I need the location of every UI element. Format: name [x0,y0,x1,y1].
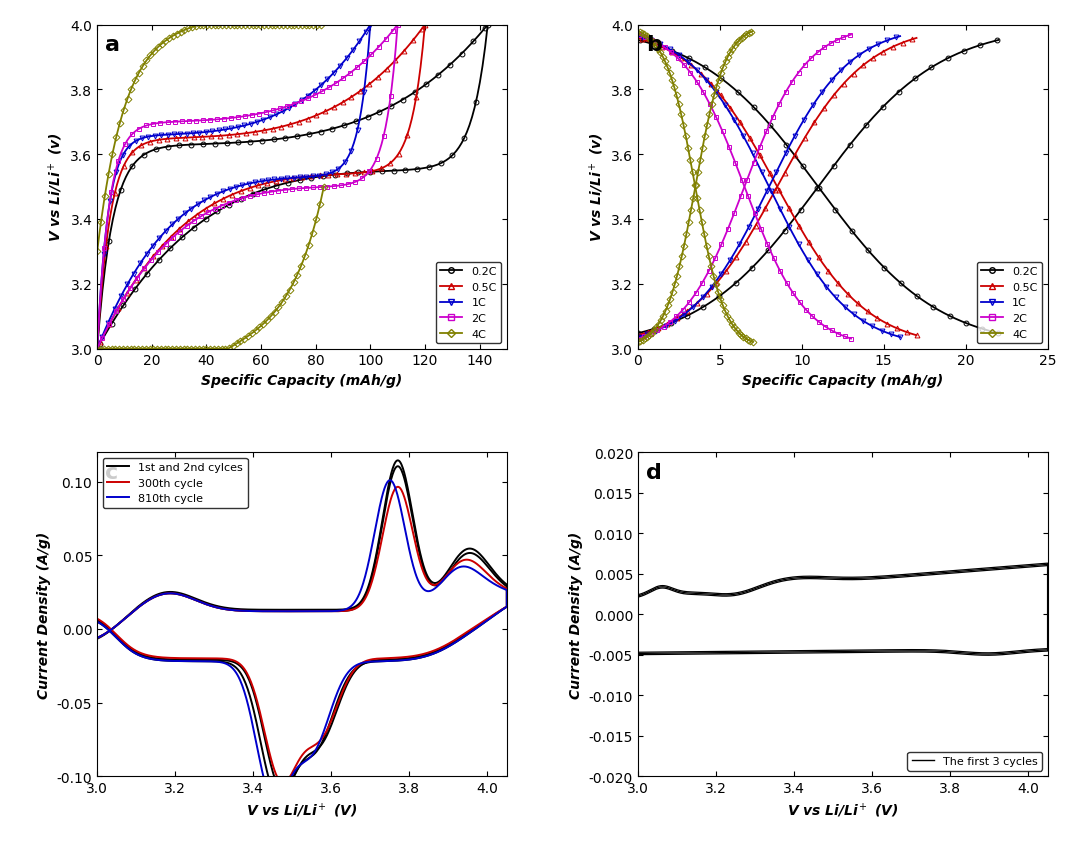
Text: b: b [646,35,662,55]
X-axis label: Specific Capacity (mAh/g): Specific Capacity (mAh/g) [742,374,944,387]
Text: c: c [106,462,119,482]
X-axis label: V vs Li/Li$^+$ (V): V vs Li/Li$^+$ (V) [787,801,899,819]
Legend: 0.2C, 0.5C, 1C, 2C, 4C: 0.2C, 0.5C, 1C, 2C, 4C [976,263,1042,344]
X-axis label: V vs Li/Li$^+$ (V): V vs Li/Li$^+$ (V) [246,801,357,819]
Legend: The first 3 cycles: The first 3 cycles [907,751,1042,770]
Y-axis label: Current Density (A/g): Current Density (A/g) [569,531,583,698]
X-axis label: Specific Capacity (mAh/g): Specific Capacity (mAh/g) [201,374,403,387]
Text: a: a [106,35,120,55]
Text: d: d [646,462,662,482]
Y-axis label: V vs Li/Li$^+$ (v): V vs Li/Li$^+$ (v) [46,132,65,242]
Legend: 1st and 2nd cylces, 300th cycle, 810th cycle: 1st and 2nd cylces, 300th cycle, 810th c… [103,458,247,508]
Y-axis label: Current Density (A/g): Current Density (A/g) [37,531,51,698]
Y-axis label: V vs Li/Li$^+$ (v): V vs Li/Li$^+$ (v) [588,132,606,242]
Legend: 0.2C, 0.5C, 1C, 2C, 4C: 0.2C, 0.5C, 1C, 2C, 4C [436,263,501,344]
